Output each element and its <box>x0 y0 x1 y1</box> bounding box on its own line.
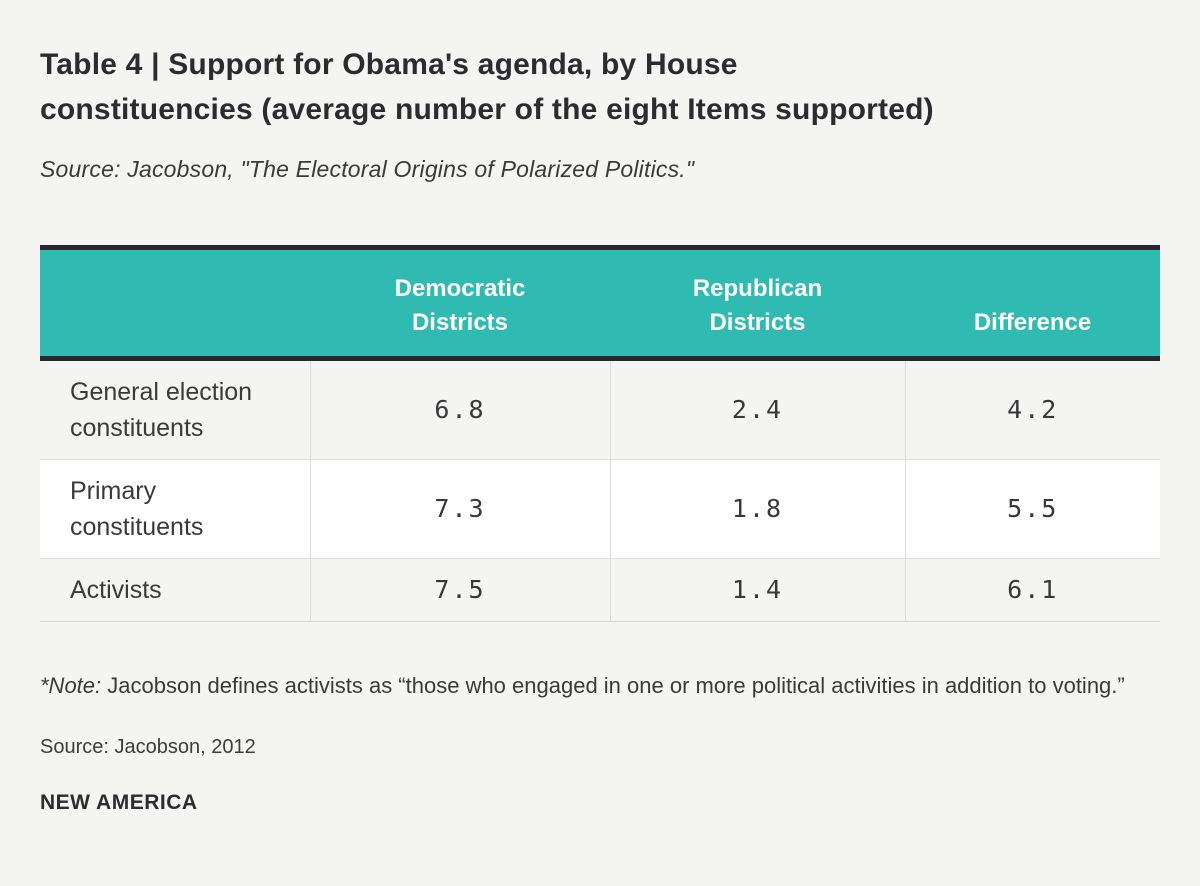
value-cell: 1.8 <box>609 459 905 559</box>
value-cell: 5.5 <box>904 459 1160 559</box>
subtitle-source: Source: Jacobson, "The Electoral Origins… <box>40 156 695 182</box>
footnote-text: Jacobson defines activists as “those who… <box>101 673 1125 698</box>
header-cell-difference: Difference <box>905 247 1160 359</box>
row-label-primary: Primary constituents <box>40 459 310 559</box>
page-title: Table 4 | Support for Obama's agenda, by… <box>40 42 1160 132</box>
table-row: General election constituents 6.8 2.4 4.… <box>40 358 1160 460</box>
table-row: Primary constituents 7.3 1.8 5.5 <box>40 459 1160 559</box>
value-cell: 7.3 <box>309 459 610 559</box>
header-label-democratic: Democratic Districts <box>394 275 526 336</box>
value-cell: 2.4 <box>609 358 905 460</box>
title-line-1: Table 4 | Support for Obama's agenda, by… <box>40 48 738 81</box>
header-cell-empty <box>40 247 310 359</box>
value-cell: 6.1 <box>904 558 1160 622</box>
value-cell: 6.8 <box>309 358 610 460</box>
header-cell-republican: Republican Districts <box>610 247 905 359</box>
value-cell: 1.4 <box>609 558 905 622</box>
title-line-2: constituencies (average number of the ei… <box>40 93 934 126</box>
header-label-difference: Difference <box>973 309 1092 336</box>
header-label-republican: Republican Districts <box>692 275 823 336</box>
footnote: *Note: Jacobson defines activists as “th… <box>40 666 1125 706</box>
value-cell: 7.5 <box>309 558 610 622</box>
value-cell: 4.2 <box>904 358 1160 460</box>
footnote-prefix: *Note: <box>40 673 102 698</box>
table-header: Democratic Districts Republican District… <box>40 247 1160 359</box>
page-container: Table 4 | Support for Obama's agenda, by… <box>40 42 1160 814</box>
header-cell-democratic: Democratic Districts <box>310 247 610 359</box>
header-row: Democratic Districts Republican District… <box>40 247 1160 359</box>
brand-wordmark: NEW AMERICA <box>40 791 198 814</box>
source-line: Source: Jacobson, 2012 <box>40 736 256 758</box>
table-row: Activists 7.5 1.4 6.1 <box>40 558 1160 622</box>
table-body: General election constituents 6.8 2.4 4.… <box>40 358 1160 622</box>
row-label-activists: Activists <box>40 558 310 622</box>
row-label-general-election: General election constituents <box>40 358 310 460</box>
data-table: Democratic Districts Republican District… <box>40 245 1160 622</box>
